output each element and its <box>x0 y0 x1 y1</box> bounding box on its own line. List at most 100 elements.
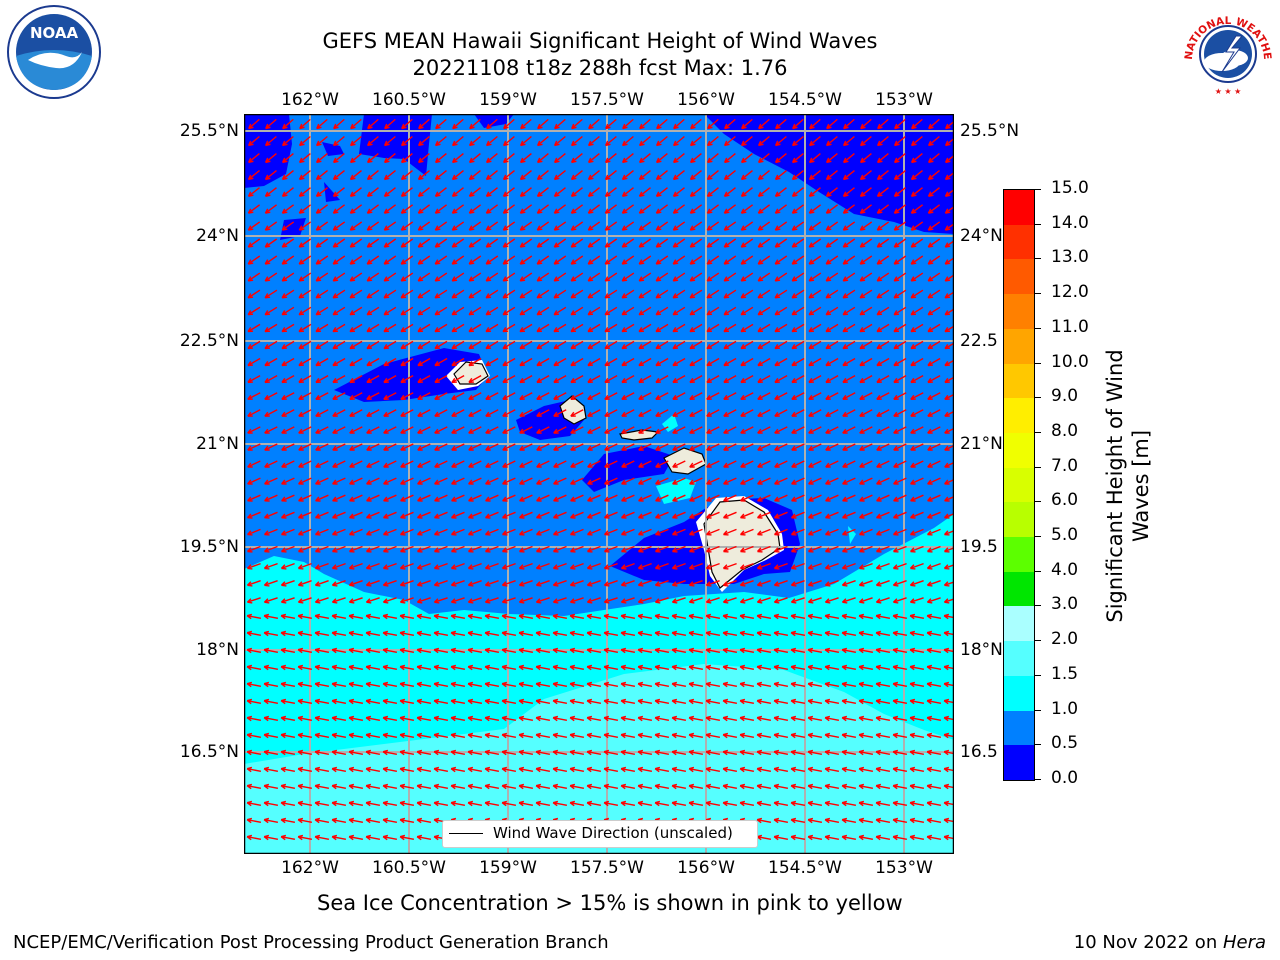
wind-wave-arrow <box>756 613 772 620</box>
wind-wave-arrow <box>366 392 380 400</box>
wind-wave-arrow <box>604 443 618 451</box>
wind-wave-arrow <box>297 545 312 553</box>
wind-wave-arrow <box>756 528 771 536</box>
wind-wave-arrow <box>858 681 874 688</box>
wind-wave-arrow <box>807 511 822 519</box>
colorbar-tick-mark <box>1034 397 1041 399</box>
wind-wave-arrow <box>383 238 397 248</box>
wind-wave-arrow <box>587 306 601 316</box>
wind-wave-arrow <box>688 681 704 688</box>
wind-wave-arrow <box>399 817 415 824</box>
wind-wave-arrow <box>536 443 550 451</box>
wind-wave-arrow <box>637 715 653 722</box>
wind-wave-arrow <box>416 715 432 722</box>
wind-wave-arrow <box>586 749 602 756</box>
wind-wave-arrow <box>298 238 312 248</box>
wind-wave-arrow <box>366 170 379 181</box>
wind-wave-arrow <box>893 426 907 434</box>
wind-wave-arrow <box>926 597 941 604</box>
wave-region-low-ne <box>704 114 954 234</box>
wind-wave-arrow <box>314 681 330 688</box>
wind-wave-arrow <box>332 374 346 384</box>
wind-wave-arrow <box>348 545 363 553</box>
wind-wave-arrow <box>655 221 669 231</box>
wind-wave-arrow <box>689 204 703 214</box>
wind-wave-arrow <box>349 460 363 468</box>
wind-wave-arrow <box>791 289 805 299</box>
wind-wave-arrow <box>671 732 687 739</box>
wind-wave-arrow <box>484 715 500 722</box>
wind-wave-arrow <box>808 135 821 147</box>
wind-wave-arrow <box>638 221 652 231</box>
wind-wave-arrow <box>859 255 873 265</box>
wind-wave-arrow <box>875 766 891 773</box>
wind-wave-arrow <box>417 135 430 147</box>
wind-wave-arrow <box>536 170 549 181</box>
wind-wave-arrow <box>485 409 499 417</box>
wind-wave-arrow <box>740 460 754 468</box>
colorbar-tick-label: 4.0 <box>1051 559 1079 580</box>
wind-wave-arrow <box>671 681 687 688</box>
wind-wave-arrow <box>655 238 669 248</box>
wind-wave-arrow <box>620 562 635 570</box>
wind-wave-arrow <box>773 834 789 841</box>
wind-wave-arrow <box>332 392 346 400</box>
wind-wave-arrow <box>637 800 653 807</box>
wind-wave-arrow <box>706 255 720 265</box>
wind-wave-arrow <box>280 562 295 570</box>
colorbar-tick-mark <box>1034 327 1041 329</box>
lat-tick-right: 18°N <box>960 640 1003 660</box>
colorbar-segment <box>1004 328 1034 365</box>
wind-wave-arrow <box>519 289 533 299</box>
wind-wave-arrow <box>297 800 313 807</box>
wind-wave-arrow <box>468 170 481 181</box>
wind-wave-arrow <box>926 749 942 756</box>
wind-wave-arrow <box>315 289 329 299</box>
colorbar-tick-label: 11.0 <box>1051 316 1089 337</box>
wind-wave-arrow <box>774 409 788 417</box>
wind-wave-arrow <box>893 340 907 350</box>
wind-wave-arrow <box>790 597 805 604</box>
wind-wave-arrow <box>621 306 635 316</box>
wind-wave-arrow <box>280 528 295 536</box>
wind-wave-arrow <box>926 698 942 705</box>
wind-wave-arrow <box>689 443 703 451</box>
wind-wave-arrow <box>825 238 839 248</box>
wind-wave-arrow <box>434 494 448 502</box>
wind-wave-arrow <box>603 580 618 587</box>
wind-wave-arrow <box>654 698 670 705</box>
wind-wave-arrow <box>349 340 363 350</box>
wind-wave-arrow <box>501 511 516 519</box>
wind-wave-arrow <box>298 221 312 231</box>
wind-wave-arrow <box>893 477 907 485</box>
wind-wave-arrow <box>569 562 584 570</box>
wind-wave-arrow <box>433 715 449 722</box>
wind-wave-arrow <box>468 272 482 282</box>
wind-wave-arrow <box>807 630 823 637</box>
wind-wave-arrow <box>365 562 380 570</box>
wind-wave-arrow <box>263 766 279 773</box>
wind-wave-arrow <box>705 545 720 553</box>
wind-wave-arrow <box>875 528 890 536</box>
wind-wave-arrow <box>399 698 415 705</box>
wind-wave-arrow <box>467 545 482 553</box>
wind-wave-arrow <box>603 681 619 688</box>
wind-wave-arrow <box>450 613 466 620</box>
wind-wave-arrow <box>586 580 601 587</box>
wind-wave-arrow <box>620 664 636 671</box>
wind-wave-arrow <box>416 562 431 570</box>
wind-wave-arrow <box>553 204 567 214</box>
wind-wave-arrow <box>790 647 806 654</box>
wind-wave-arrow <box>909 783 925 790</box>
wind-wave-arrow <box>333 118 345 130</box>
wind-wave-arrow <box>535 783 551 790</box>
wind-wave-arrow <box>807 715 823 722</box>
wind-wave-arrow <box>535 647 551 654</box>
wind-wave-arrow <box>723 477 737 485</box>
colorbar-segment <box>1004 537 1034 573</box>
wind-wave-arrow <box>672 477 686 485</box>
wind-wave-arrow <box>485 289 499 299</box>
wind-wave-arrow <box>450 681 466 688</box>
wind-wave-arrow <box>247 340 261 350</box>
wind-wave-arrow <box>382 562 397 570</box>
